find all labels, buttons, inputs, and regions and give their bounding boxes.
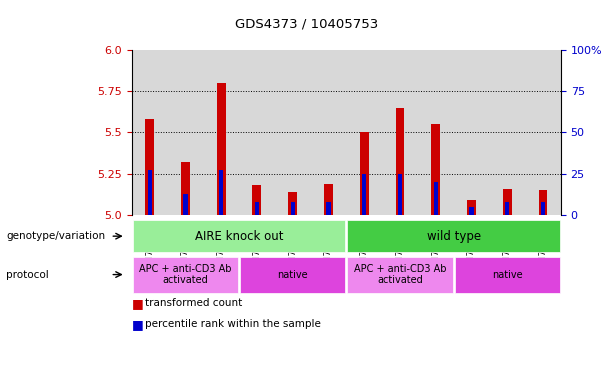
Text: ■: ■ — [132, 297, 143, 310]
Bar — [489, 50, 525, 215]
Bar — [362, 174, 367, 215]
Bar — [503, 189, 512, 215]
Bar — [432, 124, 440, 215]
Text: protocol: protocol — [6, 270, 49, 280]
Bar — [418, 50, 454, 215]
Text: percentile rank within the sample: percentile rank within the sample — [145, 319, 321, 329]
Bar — [181, 162, 190, 215]
Text: ■: ■ — [132, 318, 143, 331]
Bar — [311, 50, 346, 215]
Text: transformed count: transformed count — [145, 298, 243, 308]
Bar — [539, 190, 547, 215]
Bar — [240, 257, 345, 293]
Bar — [541, 202, 545, 215]
Text: genotype/variation: genotype/variation — [6, 231, 105, 241]
Bar — [239, 50, 275, 215]
Bar — [326, 202, 330, 215]
Bar — [382, 50, 418, 215]
Bar — [253, 185, 261, 215]
Text: wild type: wild type — [427, 230, 481, 243]
Bar — [133, 220, 345, 252]
Text: AIRE knock out: AIRE knock out — [195, 230, 283, 243]
Bar — [204, 50, 239, 215]
Bar — [505, 202, 509, 215]
Bar — [454, 50, 489, 215]
Text: native: native — [278, 270, 308, 280]
Bar — [348, 257, 452, 293]
Text: native: native — [492, 270, 522, 280]
Bar — [395, 108, 405, 215]
Bar — [255, 202, 259, 215]
Bar — [148, 170, 152, 215]
Bar — [288, 192, 297, 215]
Bar — [398, 174, 402, 215]
Bar — [348, 220, 560, 252]
Text: GDS4373 / 10405753: GDS4373 / 10405753 — [235, 17, 378, 30]
Bar — [433, 182, 438, 215]
Bar — [145, 119, 154, 215]
Bar — [455, 257, 560, 293]
Bar — [275, 50, 311, 215]
Bar — [133, 257, 238, 293]
Bar — [219, 170, 223, 215]
Bar — [183, 194, 188, 215]
Bar — [291, 202, 295, 215]
Bar — [467, 200, 476, 215]
Text: APC + anti-CD3 Ab
activated: APC + anti-CD3 Ab activated — [354, 264, 446, 285]
Bar — [360, 132, 368, 215]
Bar — [525, 50, 561, 215]
Bar — [167, 50, 204, 215]
Bar — [217, 83, 226, 215]
Bar — [470, 207, 474, 215]
Text: APC + anti-CD3 Ab
activated: APC + anti-CD3 Ab activated — [139, 264, 232, 285]
Bar — [132, 50, 167, 215]
Bar — [324, 184, 333, 215]
Bar — [346, 50, 382, 215]
